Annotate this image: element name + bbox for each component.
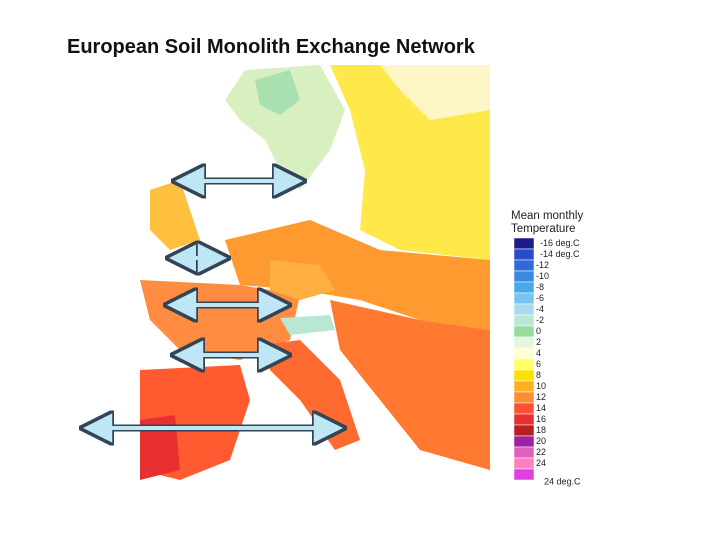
legend-swatch: [513, 391, 535, 404]
legend-swatch: [513, 292, 535, 305]
legend-label: -10: [536, 271, 549, 281]
legend-swatch: [513, 237, 535, 250]
legend-label: -16 deg.C: [540, 238, 580, 248]
legend-swatch: [513, 259, 535, 272]
legend: -16 deg.C-14 deg.C-12-10-8-6-4-202468101…: [513, 237, 581, 486]
legend-label: -14 deg.C: [540, 249, 580, 259]
legend-label: -4: [536, 304, 544, 314]
legend-label: 0: [536, 326, 541, 336]
legend-label: 18: [536, 425, 546, 435]
legend-swatch: [513, 435, 535, 448]
legend-label: -6: [536, 293, 544, 303]
legend-label: 22: [536, 447, 546, 457]
legend-label: 14: [536, 403, 546, 413]
legend-label: 16: [536, 414, 546, 424]
legend-swatch: [513, 336, 535, 349]
title: European Soil Monolith Exchange Network: [67, 36, 475, 58]
legend-label: -12: [536, 260, 549, 270]
legend-label: -8: [536, 282, 544, 292]
legend-label: 4: [536, 348, 541, 358]
legend-swatch: [513, 457, 535, 470]
legend-swatch: [513, 303, 535, 316]
legend-label: 24 deg.C: [544, 476, 581, 486]
legend-swatch: [513, 358, 535, 371]
legend-swatch: [513, 402, 535, 415]
legend-swatch: [513, 270, 535, 283]
arrows-inner: [88, 179, 338, 430]
legend-swatch: [513, 380, 535, 393]
legend-swatch: [513, 446, 535, 459]
legend-swatch: [513, 347, 535, 360]
legend-swatch: [513, 248, 535, 261]
legend-label: 8: [536, 370, 541, 380]
legend-label: -2: [536, 315, 544, 325]
legend-label: 20: [536, 436, 546, 446]
legend-swatch: [513, 314, 535, 327]
legend-swatch: [513, 413, 535, 426]
legend-swatch: [513, 325, 535, 338]
legend-label: 2: [536, 337, 541, 347]
legend-swatch: [513, 468, 535, 481]
legend-swatch: [513, 281, 535, 294]
legend-swatch: [513, 369, 535, 382]
legend-label: 12: [536, 392, 546, 402]
legend-label: 6: [536, 359, 541, 369]
legend-label: 10: [536, 381, 546, 391]
legend-title: Mean monthly Temperature: [511, 210, 584, 235]
legend-swatch: [513, 424, 535, 437]
legend-label: 24: [536, 458, 546, 468]
